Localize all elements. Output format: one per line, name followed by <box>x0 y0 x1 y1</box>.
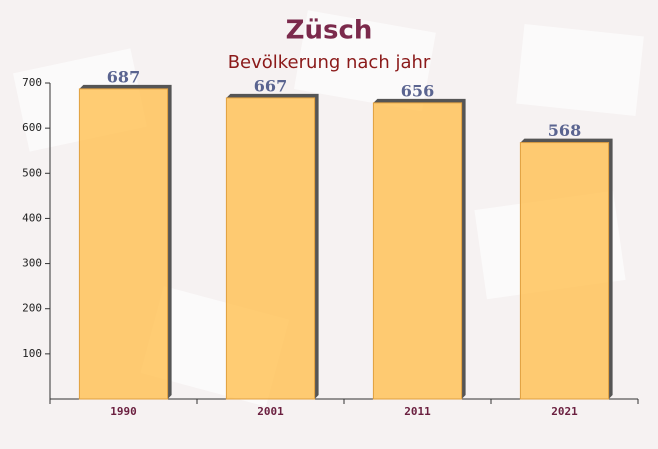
bar <box>519 142 610 400</box>
y-tick-label: 100 <box>22 347 42 360</box>
bar <box>225 97 316 400</box>
value-label: 568 <box>548 121 581 140</box>
bar <box>78 88 169 400</box>
y-tick-label: 400 <box>22 211 42 224</box>
y-tick-label: 500 <box>22 166 42 179</box>
x-tick-label: 1990 <box>110 405 137 418</box>
value-label: 667 <box>254 76 287 95</box>
chart-subtitle: Bevölkerung nach jahr <box>228 52 431 73</box>
value-label: 656 <box>401 81 434 100</box>
y-tick-label: 700 <box>22 76 42 89</box>
y-tick-label: 600 <box>22 121 42 134</box>
chart-title: Züsch <box>286 16 373 46</box>
bar <box>372 102 463 400</box>
x-tick-label: 2021 <box>551 405 578 418</box>
value-label: 687 <box>107 67 140 86</box>
y-tick-label: 200 <box>22 302 42 315</box>
x-tick-label: 2011 <box>404 405 431 418</box>
y-tick-label: 300 <box>22 257 42 270</box>
x-tick-label: 2001 <box>257 405 284 418</box>
